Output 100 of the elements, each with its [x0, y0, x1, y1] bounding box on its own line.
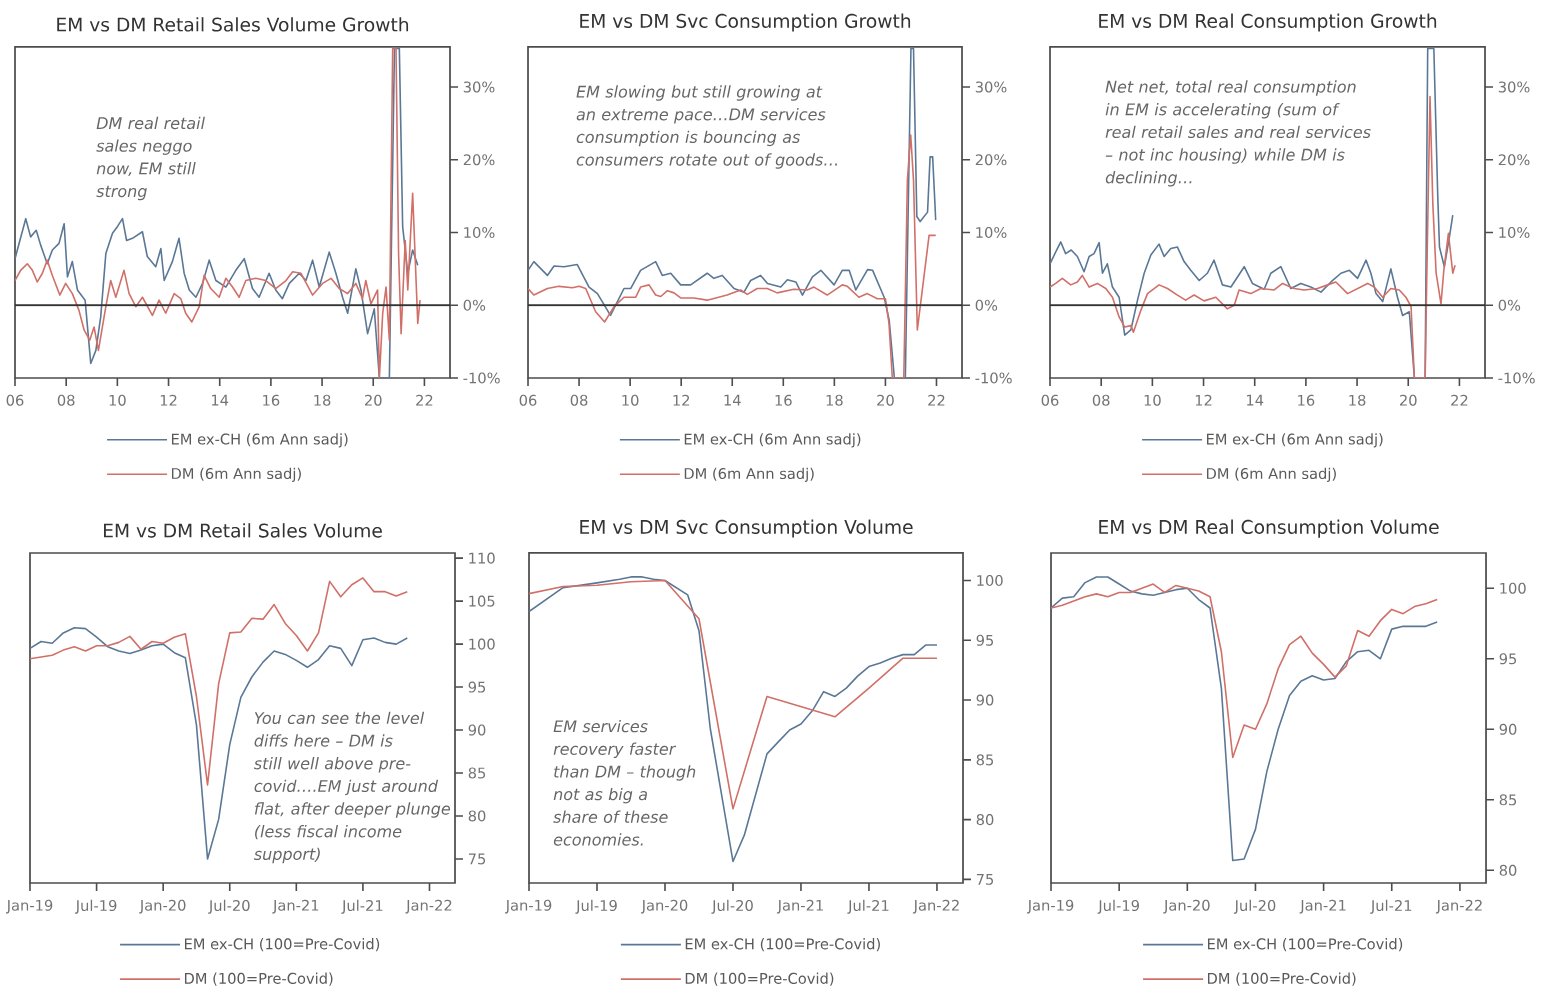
legend-label: DM (6m Ann sadj): [171, 467, 301, 482]
annotation: Net net, total real consumption in EM is accelerating (sum of real retail sales and real services – not inc housing) while DM is declining…: [1105, 80, 1371, 187]
x-tick-label: 20: [1399, 394, 1417, 406]
y-tick-label: 0%: [1498, 299, 1521, 311]
y-tick-label: 20%: [1498, 154, 1530, 166]
x-tick-label: Jan-21: [776, 899, 823, 914]
x-tick-label: 06: [1041, 394, 1059, 406]
y-tick-label: -10%: [975, 372, 1012, 384]
x-tick-label: Jul-20: [1233, 899, 1276, 914]
x-tick-label: Jul-20: [711, 899, 753, 914]
line-series: [1051, 583, 1438, 759]
x-tick-label: 22: [928, 394, 945, 406]
y-tick-label: 95: [976, 634, 994, 646]
line-series: [528, 47, 937, 378]
x-tick-label: Jul-21: [1370, 899, 1412, 914]
x-tick-label: 12: [1195, 394, 1212, 406]
line-series: [529, 579, 938, 810]
legend-label: EM ex-CH (6m Ann sadj): [171, 433, 348, 448]
y-tick-label: 30%: [463, 81, 495, 93]
x-tick-label: 06: [519, 394, 537, 406]
y-tick-label: 100: [977, 574, 1003, 587]
chart-title: EM vs DM Retail Sales Volume Growth: [57, 17, 409, 32]
chart-title: EM vs DM Real Consumption Volume: [1099, 519, 1439, 538]
x-tick-label: Jul-21: [341, 899, 383, 914]
y-tick-label: 95: [468, 681, 486, 693]
legend-label: EM ex-CH (6m Ann sadj): [684, 433, 861, 448]
y-tick-label: 20%: [463, 154, 495, 166]
x-tick-label: Jan-22: [912, 899, 959, 914]
y-tick-label: 30%: [975, 81, 1007, 93]
x-tick-label: 16: [775, 394, 792, 406]
y-tick-label: 90: [468, 724, 486, 736]
x-tick-label: Jan-19: [1026, 899, 1074, 914]
y-tick-label: 0%: [463, 299, 486, 311]
x-tick-label: Jan-20: [1163, 899, 1210, 914]
legend-label: EM ex-CH (100=Pre-Covid): [184, 938, 380, 952]
x-tick-label: Jan-22: [405, 899, 452, 914]
y-tick-label: 100: [469, 638, 495, 650]
x-tick-label: 14: [211, 394, 229, 406]
legend-label: EM ex-CH (100=Pre-Covid): [685, 938, 880, 952]
y-tick-label: 110: [469, 552, 495, 564]
legend-label: DM (100=Pre-Covid): [1207, 972, 1356, 986]
y-tick-label: 10%: [976, 226, 1007, 239]
legend-label: EM ex-CH (6m Ann sadj): [1206, 433, 1383, 448]
y-tick-label: 10%: [464, 226, 495, 239]
legend-label: DM (100=Pre-Covid): [184, 972, 333, 986]
x-tick-label: 18: [826, 394, 843, 406]
x-tick-label: 18: [1349, 394, 1366, 406]
y-tick-label: 85: [1499, 794, 1517, 806]
x-tick-label: Jan-21: [1299, 899, 1346, 914]
y-tick-label: 80: [468, 810, 486, 822]
x-tick-label: 20: [364, 394, 382, 406]
chart-title: EM vs DM Svc Consumption Growth: [580, 13, 911, 32]
y-tick-label: 90: [976, 694, 994, 706]
x-tick-label: 22: [1451, 394, 1468, 406]
x-tick-label: Jul-19: [1097, 899, 1139, 914]
y-tick-label: 75: [976, 873, 994, 885]
annotation: EM slowing but still growing at an extreme pace…DM services consumption is bouncing as consumers rotate out of goods…: [576, 85, 838, 169]
x-tick-label: Jan-20: [640, 899, 688, 914]
y-tick-label: 85: [976, 754, 994, 766]
x-tick-label: 10: [622, 394, 639, 406]
legend-label: EM ex-CH (100=Pre-Covid): [1207, 938, 1403, 952]
y-tick-label: 100: [1500, 582, 1526, 594]
y-tick-label: 80: [976, 814, 994, 826]
y-tick-label: 10%: [1499, 226, 1530, 239]
x-tick-label: Jan-20: [139, 899, 186, 914]
x-tick-label: 22: [416, 394, 433, 406]
x-tick-label: Jan-19: [5, 899, 53, 914]
chart-title: EM vs DM Real Consumption Growth: [1099, 13, 1437, 32]
x-tick-label: 10: [109, 394, 126, 406]
annotation: You can see the level diffs here – DM is still well above pre-covid….EM just around flat, after deeper plunge (less fiscal income support): [254, 711, 451, 864]
x-tick-label: 14: [1247, 394, 1264, 406]
x-tick-label: Jul-20: [208, 899, 250, 914]
y-tick-label: 75: [468, 853, 486, 865]
x-tick-label: 10: [1144, 394, 1161, 406]
x-tick-label: Jul-21: [847, 899, 889, 914]
legend-label: DM (6m Ann sadj): [684, 467, 814, 482]
x-tick-label: 16: [1298, 394, 1315, 406]
line-series: [529, 576, 938, 863]
x-tick-label: 08: [57, 394, 75, 406]
x-tick-label: 18: [314, 394, 331, 406]
y-tick-label: 95: [1499, 653, 1517, 665]
legend-label: DM (6m Ann sadj): [1206, 467, 1336, 482]
annotation: DM real retail sales neggo now, EM still strong: [96, 116, 205, 201]
y-tick-label: 80: [1499, 864, 1517, 876]
y-tick-label: 105: [469, 595, 495, 607]
x-tick-label: 20: [877, 394, 894, 406]
x-tick-label: Jan-21: [272, 899, 319, 914]
y-tick-label: -10%: [1498, 372, 1535, 384]
annotation: EM services recovery faster than DM – though not as big a share of these economies.: [553, 719, 696, 846]
y-tick-label: -10%: [463, 372, 500, 384]
x-tick-label: 08: [570, 394, 588, 406]
y-tick-label: 30%: [1498, 81, 1530, 93]
x-tick-label: 16: [263, 394, 280, 406]
x-tick-label: Jan-22: [1435, 899, 1482, 914]
x-tick-label: 06: [6, 394, 24, 406]
x-tick-label: Jul-19: [75, 899, 117, 914]
y-tick-label: 85: [468, 767, 486, 779]
x-tick-label: 14: [724, 394, 741, 406]
legend-label: DM (100=Pre-Covid): [685, 972, 834, 986]
x-tick-label: 08: [1092, 394, 1110, 406]
